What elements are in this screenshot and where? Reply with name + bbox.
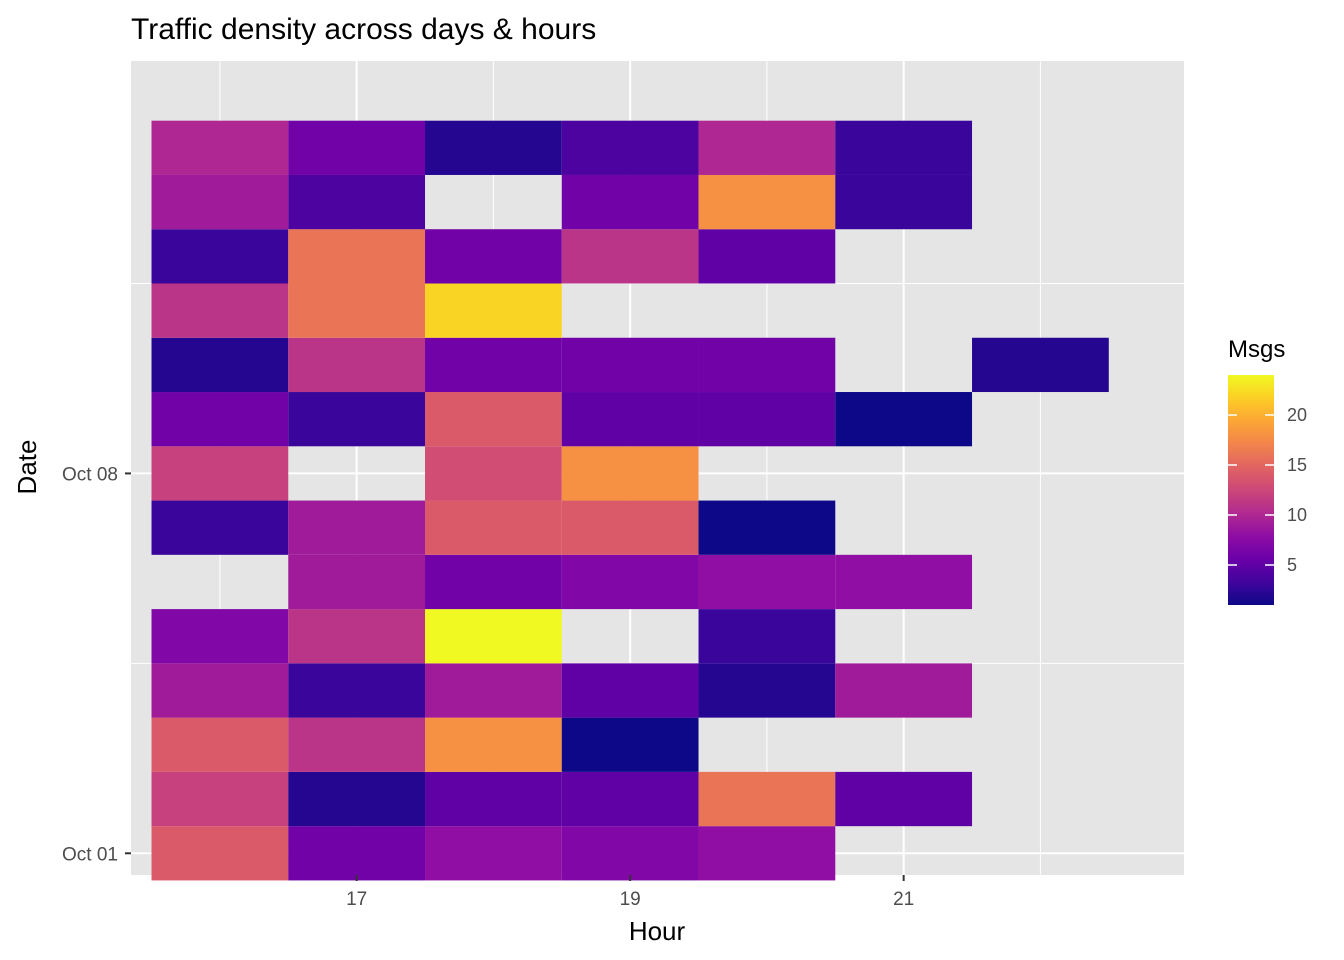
heatmap-tile [561,826,699,881]
heatmap-tile [288,120,426,175]
heatmap-tile [698,663,836,718]
x-tick-label: 17 [346,889,367,910]
heatmap-tile [698,554,836,610]
heatmap-tile [561,174,699,230]
y-tick-label: Oct 01 [62,844,118,865]
heatmap-tile [561,392,699,447]
heatmap-tile [425,771,562,827]
heatmap-tile [561,663,699,718]
x-tick-label: 21 [893,889,914,910]
heatmap-tile [288,500,426,555]
heatmap-tile [425,120,562,175]
heatmap-tile [835,663,973,718]
heatmap-tile [151,337,289,393]
heatmap-tile [698,337,836,393]
heatmap-tile [151,446,289,501]
heatmap-tile [151,771,289,827]
heatmap-tile [425,500,562,555]
legend-label: 10 [1287,505,1307,525]
heatmap-tile [425,337,562,393]
heatmap-tile [288,283,426,338]
heatmap-tile [288,826,426,881]
heatmap-tile [698,174,836,230]
heatmap-tile [835,174,973,230]
heatmap-tile [425,826,562,881]
heatmap-tile [425,283,562,338]
heatmap-tile [151,500,289,555]
legend-label: 5 [1287,555,1297,575]
heatmap-tile [288,663,426,718]
heatmap-tile [425,663,562,718]
heatmap-tile [151,609,289,664]
heatmap-tile [151,283,289,338]
heatmap-tile [288,609,426,664]
heatmap-tile [425,609,562,664]
heatmap-tile [835,554,973,610]
heatmap-tile [561,120,699,175]
heatmap-tile [288,717,426,772]
heatmap-tile [425,392,562,447]
heatmap-tile [151,717,289,772]
heatmap-tile [151,826,289,881]
heatmap-tile [425,229,562,284]
heatmap-tile [698,826,836,881]
heatmap-tile [288,337,426,393]
heatmap-tile [698,771,836,827]
heatmap-tile [288,174,426,230]
heatmap-tile [425,717,562,772]
chart-title: Traffic density across days & hours [131,13,596,46]
heatmap-tile [561,771,699,827]
x-axis: 17 19 21 [346,875,914,910]
heatmap-tile [698,229,836,284]
heatmap-tile [835,392,973,447]
heatmap-tile [151,120,289,175]
heatmap-tile [698,392,836,447]
heatmap-tile [288,229,426,284]
heatmap-tile [288,771,426,827]
heatmap-tile [835,771,973,827]
legend-label: 20 [1287,405,1307,425]
heatmap-tile [972,337,1109,393]
y-axis: Oct 01 Oct 08 [62,464,131,865]
heatmap-tile [561,500,699,555]
heatmap-tile [151,174,289,230]
heatmap-tile [561,337,699,393]
heatmap-tile [151,392,289,447]
heatmap-tile [561,229,699,284]
y-tick-label: Oct 08 [62,464,118,485]
legend-title: Msgs [1228,336,1285,363]
heatmap-tile [151,229,289,284]
x-tick-label: 19 [620,889,641,910]
legend-label: 15 [1287,455,1307,475]
heatmap-tile [698,609,836,664]
heatmap-tile [425,446,562,501]
plot-panel [131,61,1184,881]
heatmap-tile [835,120,973,175]
heatmap-tile [698,500,836,555]
heatmap-tile [561,446,699,501]
x-axis-title: Hour [629,916,686,946]
y-axis-title: Date [12,440,42,495]
legend: Msgs 5 10 15 20 [1228,336,1307,605]
heatmap-tile [151,663,289,718]
heatmap-tile [561,554,699,610]
heatmap-tile [288,392,426,447]
heatmap-tile [425,554,562,610]
legend-colorbar [1228,375,1274,605]
heatmap-tile [561,717,699,772]
heatmap-tile [288,554,426,610]
heatmap-tile [698,120,836,175]
